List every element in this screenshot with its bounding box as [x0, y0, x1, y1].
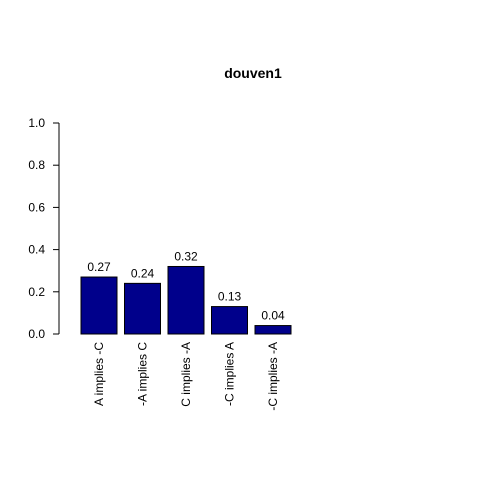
y-tick-label: 0.2 — [28, 285, 45, 299]
y-tick-label: 0.0 — [28, 327, 45, 341]
x-category-label: -C implies -A — [266, 342, 280, 411]
bar — [167, 265, 205, 335]
bar-value-label: 0.27 — [87, 260, 111, 274]
bar-value-label: 0.13 — [218, 290, 242, 304]
x-category-label: -A implies C — [136, 342, 150, 406]
bar — [80, 276, 118, 335]
bar-value-label: 0.24 — [131, 266, 155, 280]
x-category-label: A implies -C — [92, 342, 106, 406]
bar — [211, 306, 248, 335]
bar-value-label: 0.04 — [261, 309, 285, 323]
bar — [124, 282, 161, 335]
bar — [254, 325, 292, 335]
x-category-label: C implies -A — [179, 342, 193, 407]
chart-title: douven1 — [224, 65, 282, 81]
x-axis-labels: A implies -C -A implies C C implies -A -C i… — [92, 342, 280, 411]
bar-value-label: 0.32 — [174, 249, 198, 263]
y-tick-label: 1.0 — [28, 116, 45, 130]
x-category-label: -C implies A — [223, 342, 237, 406]
y-tick-label: 0.4 — [28, 243, 45, 257]
y-tick-label: 0.6 — [28, 200, 45, 214]
bar-group: 0.27 0.24 0.32 0.13 0.04 — [80, 249, 292, 335]
y-axis: 0.0 0.2 0.4 0.6 0.8 1.0 — [28, 116, 60, 341]
y-tick-label: 0.8 — [28, 158, 45, 172]
